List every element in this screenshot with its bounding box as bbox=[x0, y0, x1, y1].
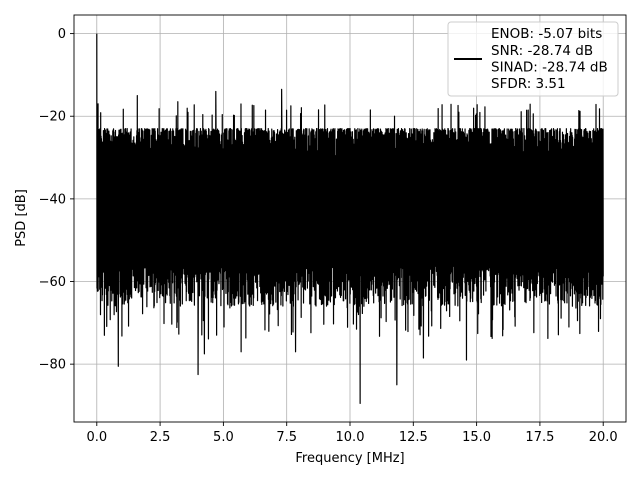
x-tick-label: 12.5 bbox=[399, 430, 428, 445]
x-tick-label: 5.0 bbox=[213, 430, 234, 445]
y-tick-label: −20 bbox=[39, 110, 66, 125]
legend: ENOB: -5.07 bits SNR: -28.74 dB SINAD: -… bbox=[447, 21, 619, 97]
x-axis: 0.0 2.5 5.0 7.5 10.0 12.5 15.0 17.5 20.0 bbox=[86, 422, 618, 445]
x-axis-label: Frequency [MHz] bbox=[295, 451, 404, 466]
x-tick-label: 7.5 bbox=[276, 430, 297, 445]
x-tick-label: 17.5 bbox=[525, 430, 554, 445]
y-tick-label: −60 bbox=[39, 275, 66, 290]
y-axis: 0 −20 −40 −60 −80 bbox=[39, 27, 74, 373]
legend-box bbox=[447, 21, 619, 97]
legend-entry-sfdr: SFDR: 3.51 bbox=[491, 76, 566, 92]
y-axis-label: PSD [dB] bbox=[14, 189, 29, 247]
x-tick-label: 10.0 bbox=[336, 430, 365, 445]
x-tick-label: 0.0 bbox=[86, 430, 107, 445]
legend-entry-enob: ENOB: -5.07 bits bbox=[491, 26, 602, 42]
y-tick-label: 0 bbox=[58, 27, 66, 42]
x-tick-label: 20.0 bbox=[589, 430, 618, 445]
legend-entry-snr: SNR: -28.74 dB bbox=[491, 43, 593, 59]
legend-entry-sinad: SINAD: -28.74 dB bbox=[491, 60, 608, 76]
x-tick-label: 2.5 bbox=[150, 430, 171, 445]
y-tick-label: −80 bbox=[39, 358, 66, 373]
psd-series-line bbox=[96, 33, 604, 405]
y-tick-label: −40 bbox=[39, 192, 66, 207]
x-tick-label: 15.0 bbox=[462, 430, 491, 445]
series-group bbox=[96, 33, 604, 405]
